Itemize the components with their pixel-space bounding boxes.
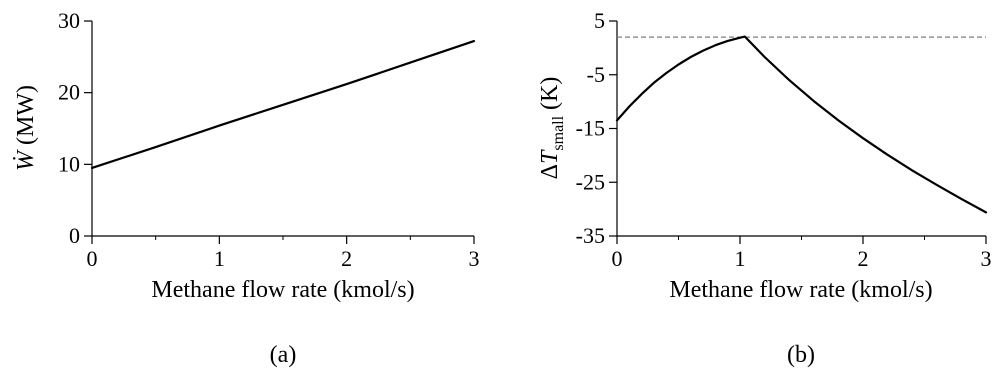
panel-a-y-tick-label: 30 xyxy=(58,8,80,33)
panel-b-y-tick-label: -25 xyxy=(576,169,605,194)
panel-a-ylabel: Ẇ (MW) xyxy=(13,85,39,171)
panel-b-label: (b) xyxy=(787,342,815,368)
panel-b-xlabel: Methane flow rate (kmol/s) xyxy=(669,277,932,303)
panel-b-x-tick-label: 3 xyxy=(981,246,992,271)
panel-a-label: (a) xyxy=(270,342,297,368)
panel-a-y-tick-label: 0 xyxy=(69,223,80,248)
panel-a-x-tick-label: 2 xyxy=(341,246,352,271)
panel-b-y-tick-label: 5 xyxy=(594,8,605,33)
panel-b-y-tick-label: -15 xyxy=(576,116,605,141)
panel-a-ylabel-unit: (MW) xyxy=(13,85,39,145)
panel-a-chart: Methane flow rate (kmol/s) (a) Ẇ (MW) 0 1… xyxy=(13,8,480,368)
panel-a-y-tick-label: 10 xyxy=(58,151,80,176)
panel-b-x-tick-label: 1 xyxy=(735,246,746,271)
panel-b-x-tick-label: 2 xyxy=(858,246,869,271)
panel-b-y-tick-label: -35 xyxy=(576,223,605,248)
panel-a-x-tick-label: 0 xyxy=(87,246,98,271)
panel-b-ylabel-symbol: T xyxy=(537,149,563,164)
panel-a-series-line xyxy=(90,39,476,169)
panel-a-x-tick-label: 3 xyxy=(469,246,480,271)
panel-a-x-tick-label: 1 xyxy=(214,246,225,271)
panel-b-series-line xyxy=(615,35,988,214)
panel-b-ylabel-subscript: small xyxy=(550,115,567,150)
panel-a-xlabel: Methane flow rate (kmol/s) xyxy=(151,277,414,303)
panel-b-chart: Methane flow rate (kmol/s) (b) ΔTsmall (… xyxy=(537,8,992,368)
panel-b-ylabel-prefix: Δ xyxy=(537,164,563,179)
panel-b-ylabel-unit: (K) xyxy=(537,77,563,110)
panel-a-ylabel-symbol: Ẇ xyxy=(13,149,39,171)
panel-b-ylabel: ΔTsmall (K) xyxy=(537,77,567,180)
panel-a-y-tick-label: 20 xyxy=(58,80,80,105)
panel-b-y-tick-label: -5 xyxy=(587,62,605,87)
panel-b-x-tick-label: 0 xyxy=(612,246,623,271)
